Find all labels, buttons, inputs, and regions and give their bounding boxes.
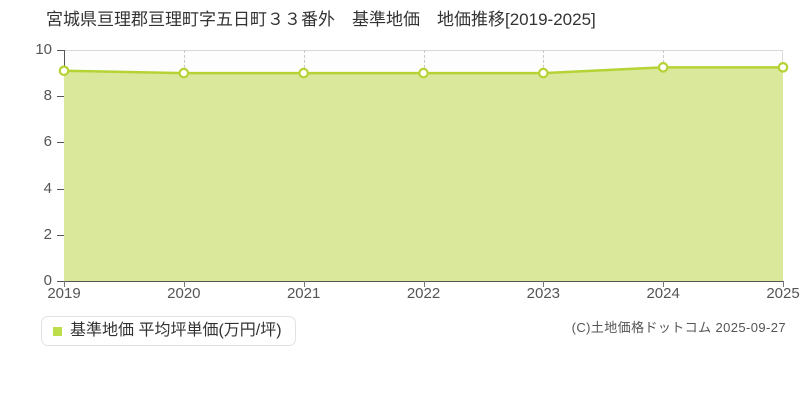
y-axis-label: 0 xyxy=(43,272,52,289)
page-title: 宮城県亘理郡亘理町字五日町３３番外 基準地価 地価推移[2019-2025] xyxy=(46,10,596,29)
y-axis-tick xyxy=(57,281,65,282)
credit-text: (C)土地価格ドットコム 2025-09-27 xyxy=(571,320,786,335)
x-axis-label: 2020 xyxy=(167,285,201,302)
x-axis-label: 2024 xyxy=(646,285,680,302)
x-axis-tick xyxy=(783,281,784,287)
x-axis-label: 2019 xyxy=(47,285,81,302)
y-axis-line xyxy=(64,50,65,282)
x-axis-tick xyxy=(663,281,665,287)
y-axis-label: 10 xyxy=(35,41,52,58)
y-axis-tick xyxy=(57,142,65,144)
x-axis-label: 2023 xyxy=(526,285,561,302)
gridline-vertical xyxy=(543,50,545,281)
x-axis-tick xyxy=(303,281,305,287)
y-axis-label: 6 xyxy=(43,133,52,151)
x-axis-tick xyxy=(543,281,545,287)
gridline-vertical xyxy=(663,50,665,281)
y-axis-tick xyxy=(57,96,65,98)
gridline-vertical xyxy=(303,50,305,281)
legend-swatch-icon xyxy=(53,326,62,336)
legend[interactable]: 基準地価 平均坪単価(万円/坪) xyxy=(41,316,296,346)
gridline-vertical xyxy=(423,50,425,281)
x-axis-label: 2022 xyxy=(406,285,441,302)
x-axis-label: 2025 xyxy=(766,285,800,302)
x-axis-label: 2021 xyxy=(286,285,321,302)
y-axis-label: 4 xyxy=(43,179,52,197)
y-axis-label: 2 xyxy=(43,225,52,243)
x-axis-tick xyxy=(183,281,185,287)
y-axis-tick xyxy=(57,188,65,190)
y-axis-label: 8 xyxy=(43,87,52,105)
legend-item-label: 基準地価 平均坪単価(万円/坪) xyxy=(70,322,282,339)
x-axis-tick xyxy=(64,281,65,287)
y-axis-tick xyxy=(57,234,65,236)
gridline-vertical xyxy=(183,50,185,281)
x-axis-tick xyxy=(423,281,425,287)
y-axis-tick xyxy=(57,50,65,51)
